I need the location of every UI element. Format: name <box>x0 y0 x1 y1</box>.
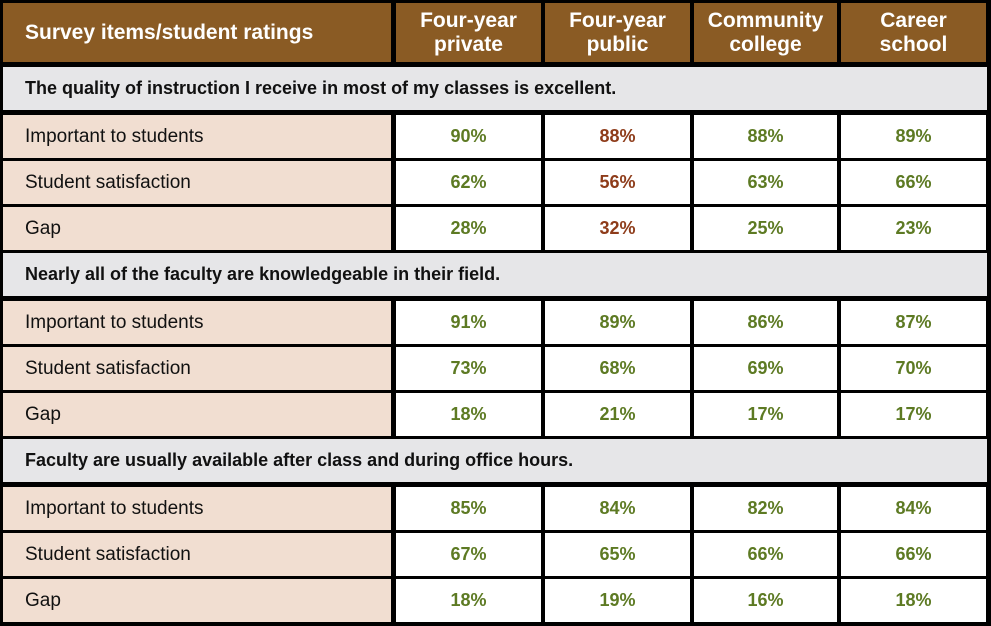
value-cell: 56% <box>545 161 690 204</box>
row-label-gap: Gap <box>3 207 391 250</box>
row-label-important: Important to students <box>3 115 391 158</box>
value-cell: 66% <box>841 161 986 204</box>
section-title-quality-of-instruction: The quality of instruction I receive in … <box>3 67 987 110</box>
row-label-important: Important to students <box>3 301 391 344</box>
value-cell: 89% <box>545 301 690 344</box>
header-four-year-public: Four-year public <box>545 3 690 62</box>
header-four-year-private: Four-year private <box>396 3 541 62</box>
row-label-satisfaction: Student satisfaction <box>3 347 391 390</box>
value-cell: 62% <box>396 161 541 204</box>
header-survey-items: Survey items/student ratings <box>3 3 391 62</box>
value-cell: 82% <box>694 487 837 530</box>
value-cell: 18% <box>396 579 541 622</box>
value-cell: 84% <box>545 487 690 530</box>
value-cell: 28% <box>396 207 541 250</box>
value-cell: 17% <box>694 393 837 436</box>
row-label-gap: Gap <box>3 393 391 436</box>
value-cell: 66% <box>694 533 837 576</box>
header-career-school: Career school <box>841 3 986 62</box>
value-cell: 85% <box>396 487 541 530</box>
value-cell: 68% <box>545 347 690 390</box>
value-cell: 86% <box>694 301 837 344</box>
value-cell: 25% <box>694 207 837 250</box>
value-cell: 84% <box>841 487 986 530</box>
value-cell: 16% <box>694 579 837 622</box>
value-cell: 21% <box>545 393 690 436</box>
value-cell: 87% <box>841 301 986 344</box>
header-community-college: Community college <box>694 3 837 62</box>
value-cell: 88% <box>694 115 837 158</box>
value-cell: 18% <box>396 393 541 436</box>
value-cell: 17% <box>841 393 986 436</box>
value-cell: 70% <box>841 347 986 390</box>
value-cell: 67% <box>396 533 541 576</box>
value-cell: 63% <box>694 161 837 204</box>
row-label-gap: Gap <box>3 579 391 622</box>
value-cell: 19% <box>545 579 690 622</box>
value-cell: 65% <box>545 533 690 576</box>
row-label-satisfaction: Student satisfaction <box>3 161 391 204</box>
value-cell: 91% <box>396 301 541 344</box>
value-cell: 90% <box>396 115 541 158</box>
section-title-faculty-available: Faculty are usually available after clas… <box>3 439 987 482</box>
section-title-faculty-knowledgeable: Nearly all of the faculty are knowledgea… <box>3 253 987 296</box>
value-cell: 73% <box>396 347 541 390</box>
value-cell: 23% <box>841 207 986 250</box>
value-cell: 18% <box>841 579 986 622</box>
value-cell: 89% <box>841 115 986 158</box>
row-label-important: Important to students <box>3 487 391 530</box>
value-cell: 66% <box>841 533 986 576</box>
row-label-satisfaction: Student satisfaction <box>3 533 391 576</box>
value-cell: 88% <box>545 115 690 158</box>
value-cell: 69% <box>694 347 837 390</box>
value-cell: 32% <box>545 207 690 250</box>
